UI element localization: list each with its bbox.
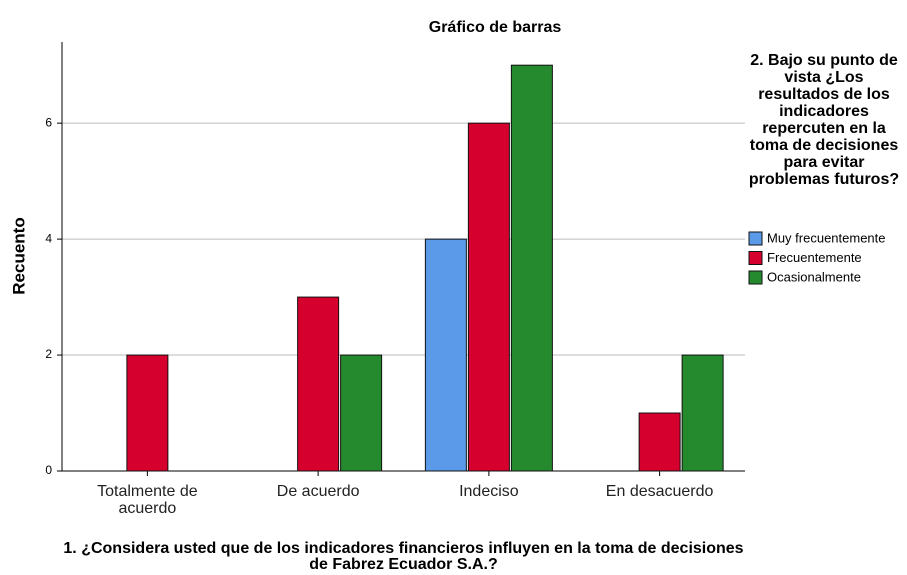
bar <box>297 296 340 472</box>
bar <box>126 354 169 472</box>
y-axis-title: Recuento <box>9 217 28 294</box>
y-tick-label: 4 <box>45 231 52 245</box>
y-tick-label: 6 <box>45 115 52 129</box>
chart-title: Gráfico de barras <box>429 19 562 36</box>
bar <box>340 354 383 472</box>
legend-title: 2. Bajo su punto de vista ¿Los resultado… <box>748 52 900 188</box>
legend-label: Muy frecuentemente <box>767 230 886 245</box>
bar <box>681 354 724 472</box>
x-axis-title: 1. ¿Considera usted que de los indicador… <box>63 540 744 573</box>
bar <box>638 412 681 472</box>
legend-swatch <box>748 251 763 265</box>
x-tick-label: Indeciso <box>459 483 519 500</box>
y-tick-label: 2 <box>45 347 52 361</box>
x-tick-label: Totalmente de acuerdo <box>97 483 198 517</box>
legend-label: Ocasionalmente <box>767 269 861 284</box>
bar <box>510 64 553 472</box>
legend-swatch <box>748 231 763 246</box>
bar <box>467 122 510 472</box>
y-tick-label: 0 <box>45 463 52 477</box>
legend-label: Frecuentemente <box>767 250 862 265</box>
bar <box>424 238 467 472</box>
x-tick-label: De acuerdo <box>276 483 360 500</box>
x-tick-label: En desacuerdo <box>605 483 714 500</box>
legend-swatch <box>748 270 763 285</box>
